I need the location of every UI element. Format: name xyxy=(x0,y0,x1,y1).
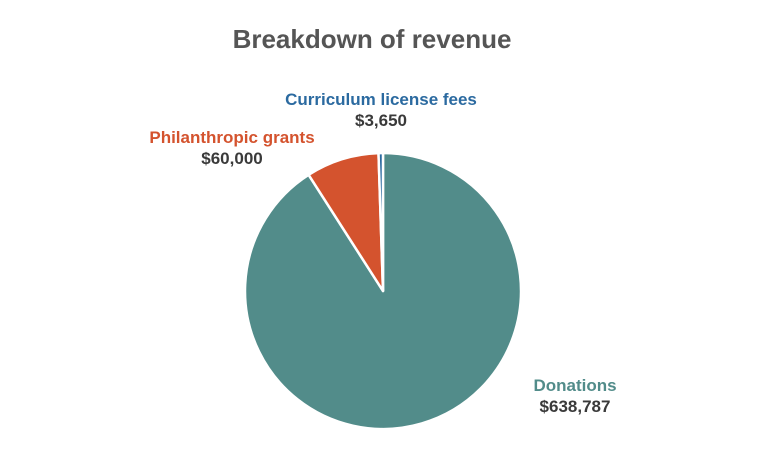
label-philanthropic-grants: Philanthropic grants $60,000 xyxy=(149,127,314,170)
chart-title: Breakdown of revenue xyxy=(232,24,512,54)
label-donations-name: Donations xyxy=(533,376,617,395)
label-donations: Donations $638,787 xyxy=(533,375,616,418)
label-curriculum-license-fees: Curriculum license fees $3,650 xyxy=(285,89,477,132)
label-philanthropic-grants-name: Philanthropic grants xyxy=(149,128,315,147)
label-donations-value: $638,787 xyxy=(539,397,611,417)
label-philanthropic-grants-value: $60,000 xyxy=(201,149,263,169)
pie-slice-donations xyxy=(243,151,523,431)
label-curriculum-license-fees-name: Curriculum license fees xyxy=(285,90,477,109)
label-curriculum-license-fees-value: $3,650 xyxy=(355,111,407,131)
pie-slice-curriculum-license-fees xyxy=(377,151,385,293)
